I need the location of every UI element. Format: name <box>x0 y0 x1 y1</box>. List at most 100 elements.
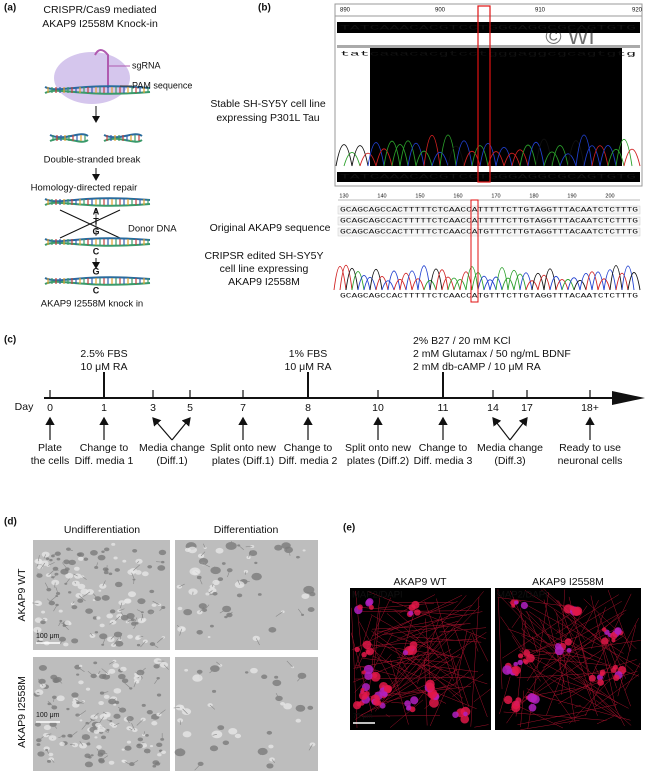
cell <box>113 556 118 560</box>
neurite <box>502 600 622 672</box>
neurite <box>429 633 472 727</box>
step-label: AKAP9 I2558M knock in <box>41 299 143 310</box>
stain-label: DAPI <box>526 590 548 601</box>
cell <box>463 711 468 717</box>
cell <box>301 593 310 599</box>
chromatogram-peak <box>591 145 609 167</box>
dna <box>44 197 151 203</box>
cell <box>274 544 283 551</box>
cell <box>513 661 518 667</box>
cell <box>295 718 302 723</box>
panel-label: (e) <box>343 523 355 534</box>
chromatogram-peak <box>583 145 601 167</box>
neurite <box>93 712 99 718</box>
neurite <box>58 735 64 738</box>
cell <box>158 549 167 556</box>
cell <box>56 695 65 702</box>
cell <box>152 760 160 766</box>
neurite <box>453 627 488 718</box>
neurite <box>436 598 467 718</box>
neurite <box>527 640 641 657</box>
seq-row <box>337 216 641 226</box>
base: G <box>92 226 99 236</box>
chromatogram-peak <box>423 134 441 167</box>
neurite <box>227 570 231 578</box>
neurite <box>143 731 146 736</box>
neurite <box>374 653 420 712</box>
neurite <box>53 604 58 612</box>
cell <box>96 745 102 750</box>
neurite <box>367 591 487 640</box>
day-label: 8 <box>305 402 311 414</box>
cell <box>58 609 63 613</box>
cell <box>283 703 293 710</box>
cell <box>363 664 374 675</box>
chromatogram-peak <box>335 144 353 167</box>
neurite <box>417 640 441 670</box>
neurite <box>53 573 57 579</box>
timeline-head <box>612 391 645 405</box>
cell <box>38 638 43 642</box>
neurite <box>83 591 91 597</box>
cell <box>198 558 209 565</box>
step-label: (Diff.3) <box>494 455 525 467</box>
neurite <box>519 650 629 709</box>
neurite <box>37 629 39 636</box>
neurite <box>520 690 525 728</box>
neurite <box>520 719 580 731</box>
axis-label: 140 <box>377 193 386 199</box>
chromatogram-peak <box>543 151 561 167</box>
cell <box>614 627 622 635</box>
label: Donor DNA <box>128 224 177 235</box>
neurite <box>393 609 435 646</box>
cell <box>248 550 258 557</box>
cell <box>511 700 521 710</box>
chromatogram-peak <box>607 148 625 167</box>
neurite <box>521 656 608 666</box>
cell <box>53 679 58 683</box>
chromatogram-peak <box>345 267 359 291</box>
chromatogram-peak <box>463 150 481 167</box>
chromatogram-peak <box>431 151 449 167</box>
neurite <box>119 633 122 640</box>
chromatogram-peak <box>399 140 417 167</box>
cell <box>90 754 94 757</box>
neurite <box>120 602 123 609</box>
neurite <box>377 683 456 705</box>
neurite <box>204 604 210 611</box>
neurite <box>64 560 67 563</box>
neurite <box>372 649 432 700</box>
cell <box>527 693 537 703</box>
neurite <box>358 621 401 697</box>
chromatogram-peak <box>559 153 577 167</box>
chromatogram-peak <box>423 280 437 291</box>
cell <box>124 745 132 751</box>
cell <box>60 568 69 575</box>
dna <box>44 89 151 95</box>
neurite <box>48 570 54 576</box>
chromatogram-peak <box>503 152 521 167</box>
cell <box>526 653 535 663</box>
cell <box>225 541 237 550</box>
cell <box>366 647 374 656</box>
neurite <box>455 629 468 687</box>
cell <box>72 700 77 704</box>
chromatogram-peak <box>333 266 347 291</box>
neurite <box>382 623 465 635</box>
chromatogram-peak <box>383 140 401 167</box>
neurite <box>133 681 137 688</box>
cell <box>414 609 421 616</box>
cell <box>151 721 158 726</box>
neurite <box>45 733 52 736</box>
cell <box>254 561 258 565</box>
cell <box>93 661 98 665</box>
cell <box>151 603 157 607</box>
sgrna-strand <box>94 49 109 88</box>
neurite <box>152 600 160 606</box>
neurite <box>414 625 461 650</box>
neurite <box>58 620 62 627</box>
cell <box>511 665 521 675</box>
cell <box>43 724 51 731</box>
chromatogram-peak <box>525 280 539 291</box>
cell <box>85 608 93 614</box>
